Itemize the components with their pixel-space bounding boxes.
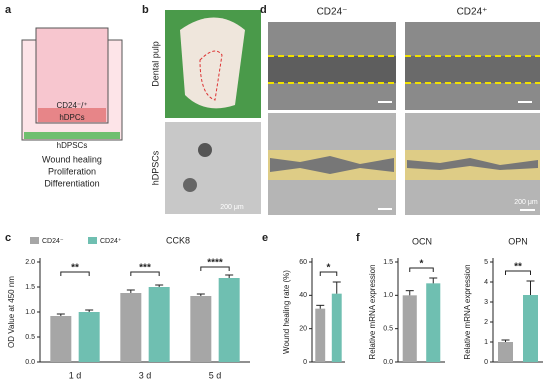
y-tick-label: 60: [299, 259, 307, 266]
caption: Differentiation: [44, 178, 99, 188]
bar: [315, 308, 326, 362]
panel-label: d: [260, 4, 267, 16]
scale-label: 200 μm: [220, 204, 244, 211]
significance-bracket: [319, 271, 338, 276]
cell-layer: [38, 108, 106, 122]
chart-title: OPN: [508, 236, 528, 246]
y-tick-label: 40: [299, 292, 307, 299]
label: CD24⁻/⁺: [56, 101, 87, 110]
column-label: CD24⁺: [457, 7, 488, 18]
legend-label: CD24⁻: [42, 238, 64, 245]
hdpsc-image: [165, 122, 261, 214]
x-tick-label: 3 d: [139, 370, 152, 380]
significance-bracket: [505, 270, 531, 275]
panel-label: c: [5, 232, 11, 244]
significance-bracket: [409, 267, 434, 272]
scale-bars: [378, 101, 535, 211]
colony: [183, 178, 197, 192]
bar: [523, 295, 538, 362]
x-tick-label: 5 d: [209, 370, 222, 380]
significance: ****: [207, 258, 223, 269]
y-axis-label: Relative mRNA expression: [463, 264, 472, 359]
y-tick-label: 1.5: [25, 284, 35, 291]
significance-bracket: [200, 266, 230, 271]
bar: [218, 278, 240, 362]
panel-label: b: [142, 4, 149, 16]
bottom-cells: [24, 132, 120, 139]
significance: *: [420, 259, 424, 270]
bar: [148, 287, 170, 362]
wound-edges: [268, 55, 540, 84]
y-tick-label: 1.0: [383, 292, 393, 299]
y-tick-label: 3: [484, 299, 488, 306]
y-tick-label: 2: [484, 319, 488, 326]
label: hDPCs: [59, 113, 84, 122]
scale-label: 200 μm: [514, 199, 538, 206]
y-tick-label: 1: [484, 339, 488, 346]
panel-label: f: [356, 232, 360, 244]
y-tick-label: 0.0: [383, 359, 393, 366]
chart-title: CCK8: [166, 235, 190, 245]
label: hDPSCs: [57, 141, 88, 150]
significance-bracket: [130, 271, 160, 276]
y-axis-label: OD Value at 450 nm: [7, 276, 16, 348]
significance: *: [327, 263, 331, 274]
y-tick-label: 2.0: [25, 259, 35, 266]
y-tick-label: 1.5: [383, 259, 393, 266]
legend-swatch: [88, 237, 97, 244]
y-tick-label: 0.0: [25, 359, 35, 366]
legend-label: CD24⁺: [100, 238, 122, 245]
y-tick-label: 0: [484, 359, 488, 366]
pulp-outline: [199, 50, 223, 101]
legend-swatch: [30, 237, 39, 244]
scratch: [268, 56, 396, 83]
scratch: [405, 56, 540, 83]
y-tick-label: 0.5: [25, 334, 35, 341]
y-axis-label: Relative mRNA expression: [368, 264, 377, 359]
significance-bracket: [60, 271, 90, 276]
bar: [331, 293, 342, 362]
bar: [120, 293, 142, 362]
caption: Wound healing: [42, 154, 102, 164]
row-label: Dental pulp: [150, 41, 160, 87]
y-tick-label: 0: [303, 359, 307, 366]
bar: [50, 316, 72, 362]
insert: [35, 27, 109, 124]
bar: [426, 283, 441, 362]
column-label: CD24⁻: [317, 7, 348, 18]
y-axis-label: Wound healing rate (%): [282, 270, 291, 354]
y-tick-label: 5: [484, 259, 488, 266]
bar: [190, 296, 212, 362]
tooth: [180, 17, 245, 109]
y-tick-label: 0.5: [383, 326, 393, 333]
significance: **: [514, 262, 522, 273]
gap: [270, 156, 394, 174]
colony: [198, 143, 212, 157]
bar: [498, 342, 513, 362]
chart-title: OCN: [412, 236, 432, 246]
bar: [402, 295, 417, 362]
x-tick-label: 1 d: [69, 370, 82, 380]
gap: [407, 158, 538, 170]
caption: Proliferation: [48, 166, 96, 176]
significance: ***: [139, 263, 151, 274]
transwell-drawing: [21, 27, 123, 141]
y-tick-label: 20: [299, 326, 307, 333]
bar: [78, 312, 100, 362]
row-label: hDPSCs: [150, 150, 160, 185]
significance: **: [71, 263, 79, 274]
panel-label: a: [5, 4, 12, 16]
panel-label: e: [262, 232, 268, 244]
y-tick-label: 1.0: [25, 309, 35, 316]
y-tick-label: 4: [484, 279, 488, 286]
